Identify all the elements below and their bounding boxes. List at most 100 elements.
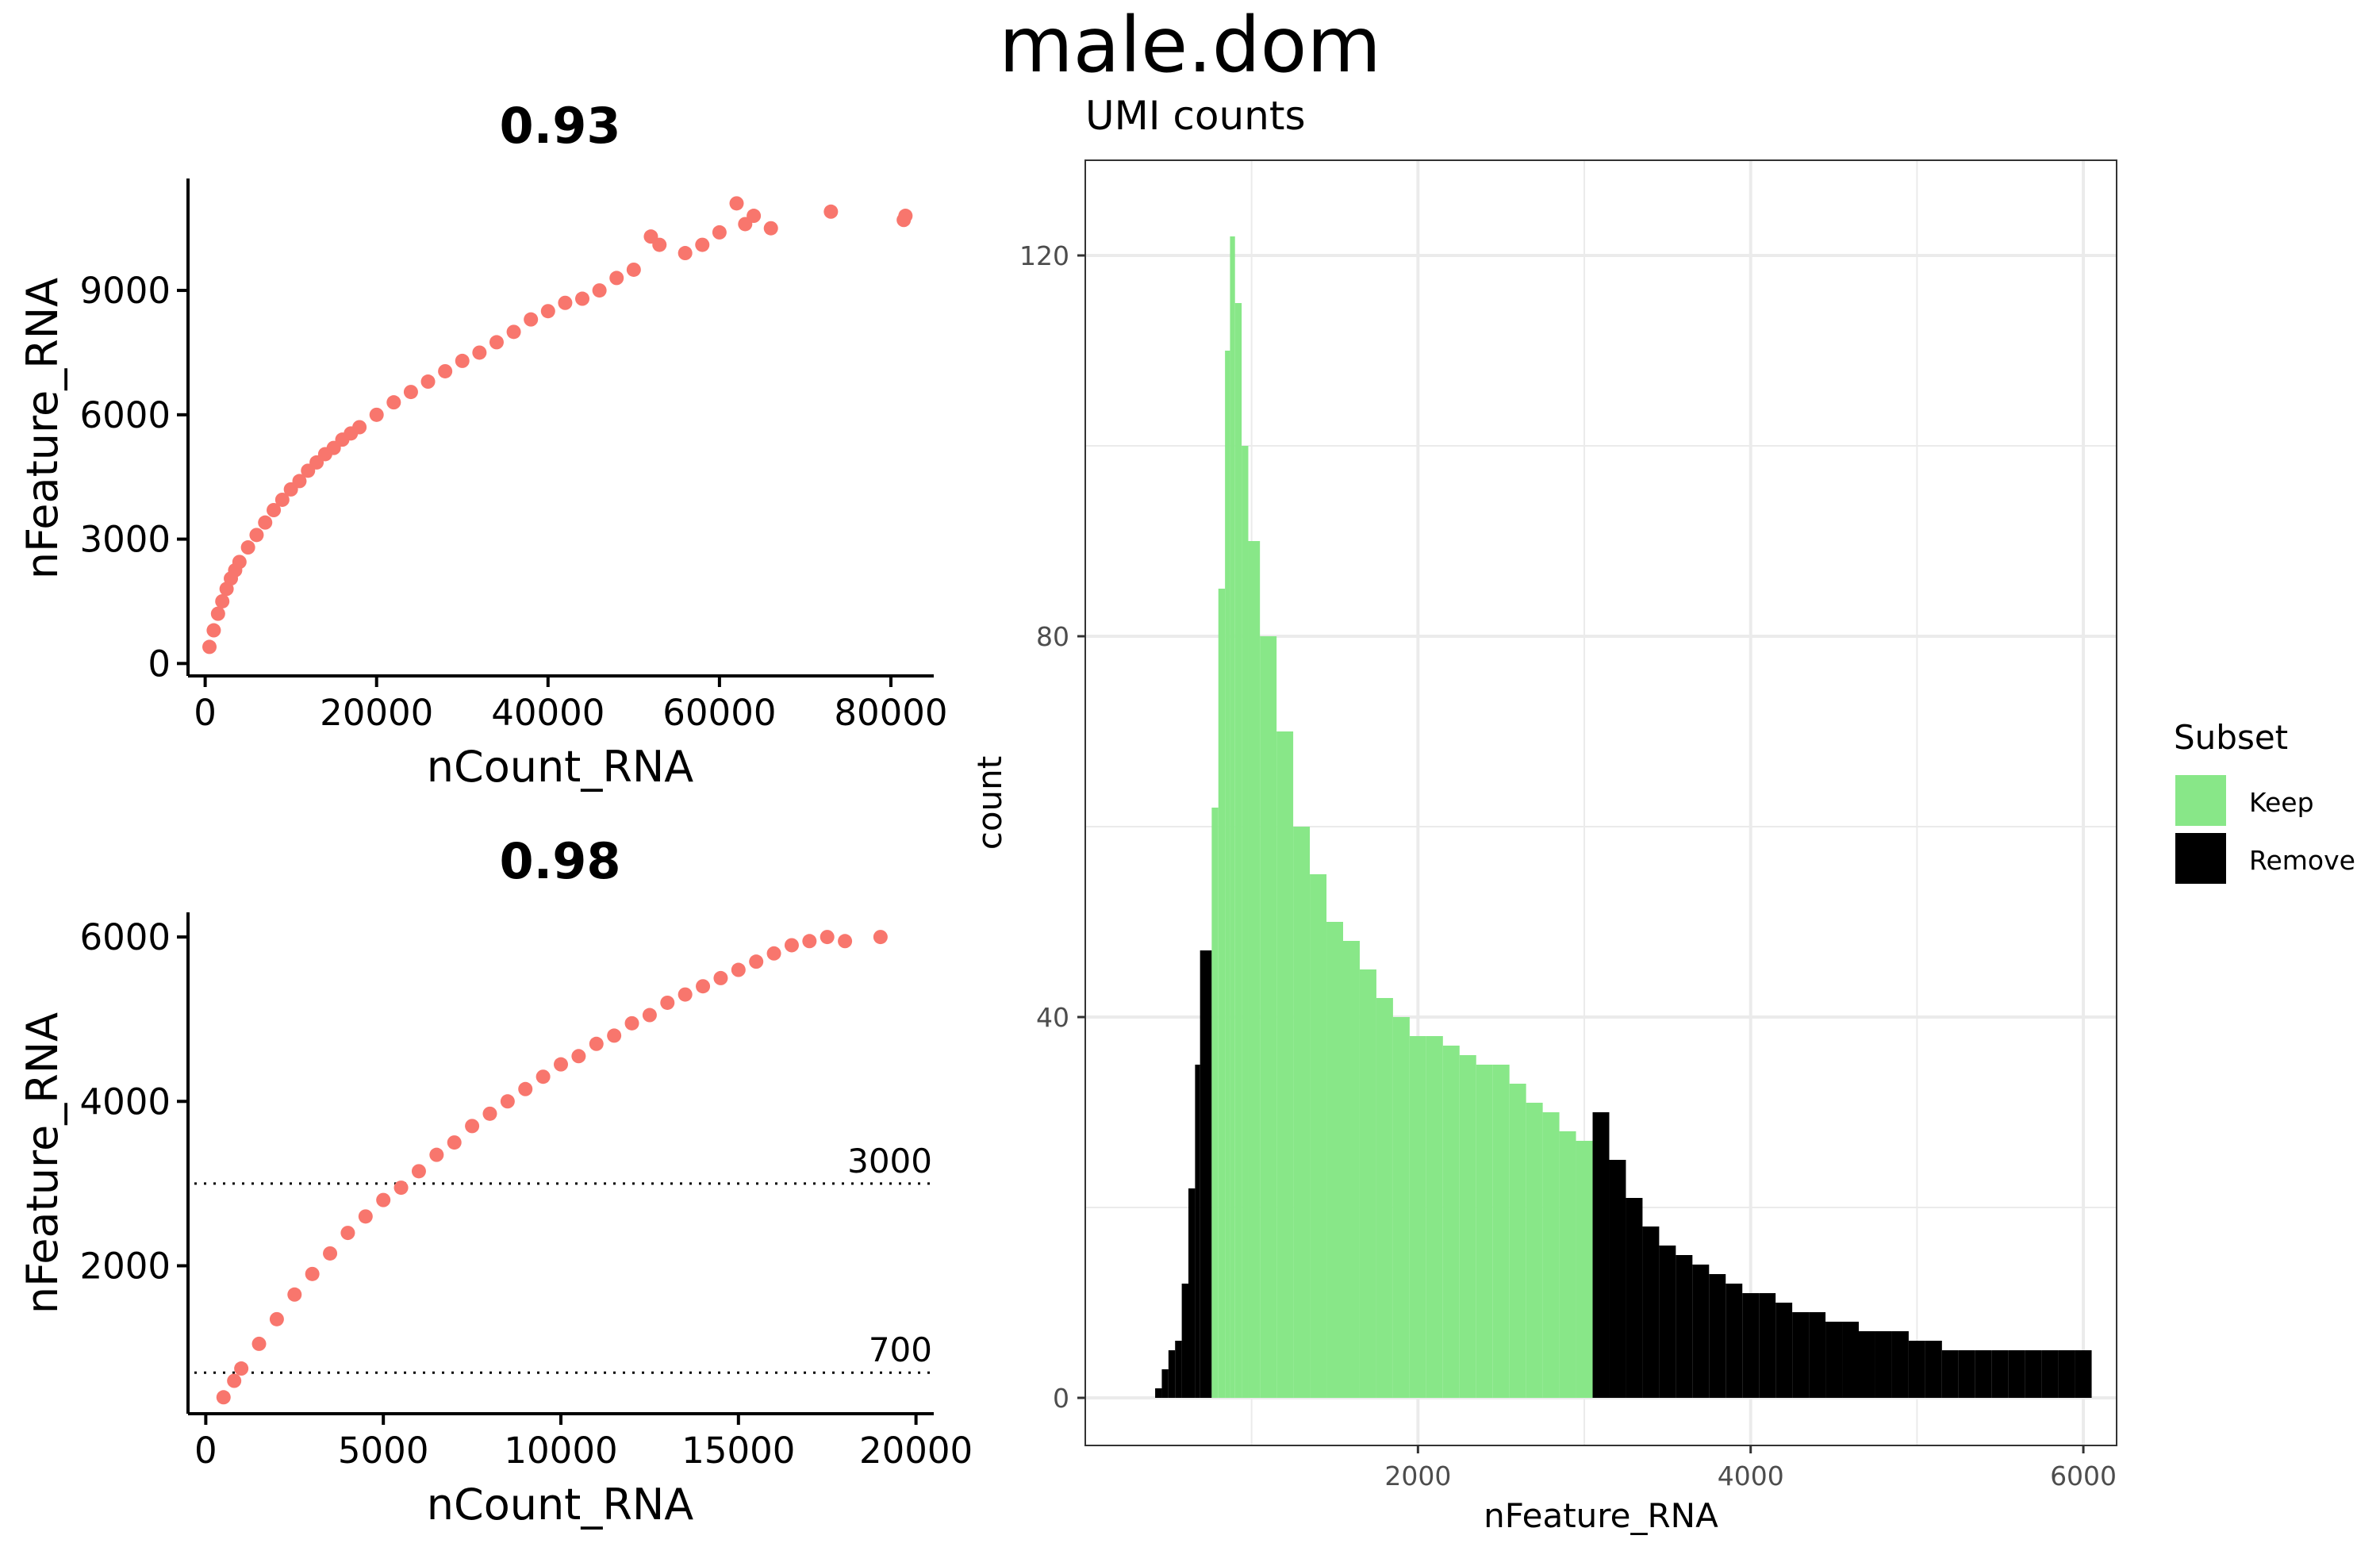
s2-point (802, 934, 817, 949)
histogram-bar-remove (2041, 1350, 2059, 1398)
scatter-plot-1: 0.93 0 20000 40000 60000 80000 0 3000 6000 9000… (17, 97, 948, 792)
s1-point (729, 196, 744, 211)
s1-point (210, 606, 225, 621)
histogram-bar-remove (1592, 1112, 1610, 1398)
histogram-bar-remove (1692, 1265, 1710, 1398)
scatter2-points (216, 930, 888, 1405)
s1-point (292, 474, 307, 489)
s1-y-tick-label: 6000 (79, 394, 171, 436)
s1-point (712, 225, 727, 240)
s1-point (823, 204, 839, 219)
legend-key-remove (2175, 833, 2226, 884)
s2-point (696, 979, 711, 994)
histogram-bar-keep (1526, 1103, 1543, 1398)
s2-x-tick-label: 0 (194, 1430, 217, 1472)
histogram-bar-keep (1476, 1065, 1493, 1398)
s2-point (678, 987, 693, 1002)
s1-point (274, 492, 290, 507)
histogram-bar-keep (1509, 1084, 1526, 1398)
s2-point (660, 995, 675, 1010)
s2-point (500, 1094, 515, 1109)
s1-point (489, 335, 504, 350)
histogram-bar-keep (1343, 941, 1360, 1398)
s2-point (340, 1226, 355, 1241)
s2-point (482, 1106, 497, 1121)
histogram-bar-keep (1492, 1065, 1510, 1398)
histogram-bar-remove (1626, 1198, 1643, 1398)
histogram-x-axis-label: nFeature_RNA (1484, 1496, 1718, 1535)
histogram-bar-remove (1875, 1331, 1892, 1398)
s1-point (695, 237, 710, 252)
histogram-bar-keep (1442, 1046, 1460, 1398)
s2-point (607, 1028, 622, 1043)
s2-point (447, 1135, 462, 1150)
s2-point (713, 970, 728, 985)
s2-point (227, 1373, 242, 1388)
legend-key-keep (2175, 775, 2226, 826)
histogram-bar-remove (1958, 1350, 1975, 1398)
histogram-bar-remove (1891, 1331, 1909, 1398)
histogram-bar-keep (1426, 1036, 1443, 1398)
s1-y-tick-label: 9000 (79, 270, 171, 312)
s1-x-tick-label: 0 (194, 692, 217, 734)
histogram-bar-remove (1642, 1226, 1660, 1398)
s2-threshold-label: 700 (869, 1330, 932, 1369)
histogram-bar-remove (1676, 1255, 1693, 1398)
s1-point (455, 353, 470, 368)
histogram-bar-remove (1726, 1284, 1743, 1398)
histogram-bar-keep (1276, 731, 1294, 1398)
legend-label-remove: Remove (2249, 845, 2355, 876)
s2-point (589, 1036, 604, 1051)
histogram-bar-keep (1310, 874, 1327, 1398)
histogram-bars (1155, 236, 2092, 1398)
histogram-bar-remove (1155, 1388, 1162, 1398)
histogram-bar-remove (1941, 1350, 1959, 1398)
histogram: UMI counts 2000 4000 6000 0 40 80 120 nFeatur… (970, 93, 2355, 1535)
s1-x-tick-label: 20000 (320, 692, 433, 734)
histogram-bar-remove (1908, 1341, 1925, 1398)
s2-point (731, 962, 746, 977)
s1-point (472, 345, 487, 360)
s2-x-tick-label: 20000 (859, 1430, 973, 1472)
s2-point (554, 1057, 568, 1072)
scatter1-title: 0.93 (500, 97, 621, 155)
histogram-bar-remove (1742, 1293, 1760, 1398)
histogram-bar-remove (2075, 1350, 2092, 1398)
histogram-bar-keep (1559, 1131, 1576, 1398)
histogram-bar-remove (1792, 1312, 1810, 1398)
s1-point (592, 283, 607, 298)
histogram-bar-keep (1248, 541, 1261, 1398)
histogram-bar-remove (1859, 1331, 1875, 1398)
s2-point (269, 1311, 284, 1326)
s2-point (323, 1246, 338, 1261)
s2-point (536, 1069, 551, 1084)
histogram-bar-keep (1392, 1017, 1410, 1398)
histogram-bar-remove (1659, 1246, 1676, 1398)
histogram-bar-keep (1218, 589, 1226, 1398)
histogram-bar-keep (1293, 827, 1311, 1398)
s2-threshold-label: 3000 (847, 1142, 932, 1180)
histogram-x-ticks: 2000 4000 6000 (1384, 1445, 2117, 1491)
s1-point (652, 237, 667, 252)
s2-point (358, 1209, 373, 1224)
legend-label-keep: Keep (2249, 787, 2314, 818)
s2-point (393, 1180, 409, 1196)
histogram-y-tick-label: 120 (1019, 240, 1069, 271)
histogram-bar-keep (1409, 1036, 1426, 1398)
s1-y-tick-label: 0 (148, 643, 171, 685)
histogram-bar-remove (1161, 1369, 1169, 1398)
histogram-title: UMI counts (1085, 93, 1306, 139)
s2-point (749, 954, 764, 969)
s2-point (518, 1081, 533, 1096)
s2-point (642, 1008, 657, 1023)
s1-point (438, 363, 453, 378)
scatter1-x-axis-label: nCount_RNA (427, 742, 694, 792)
histogram-bar-remove (1775, 1303, 1793, 1398)
scatter2-y-ticks: 2000 4000 6000 (79, 916, 188, 1288)
s2-point (287, 1287, 302, 1302)
scatter1-y-axis-label: nFeature_RNA (17, 278, 67, 579)
s2-point (234, 1361, 249, 1376)
histogram-bar-keep (1359, 969, 1376, 1398)
histogram-bar-remove (1991, 1350, 2009, 1398)
